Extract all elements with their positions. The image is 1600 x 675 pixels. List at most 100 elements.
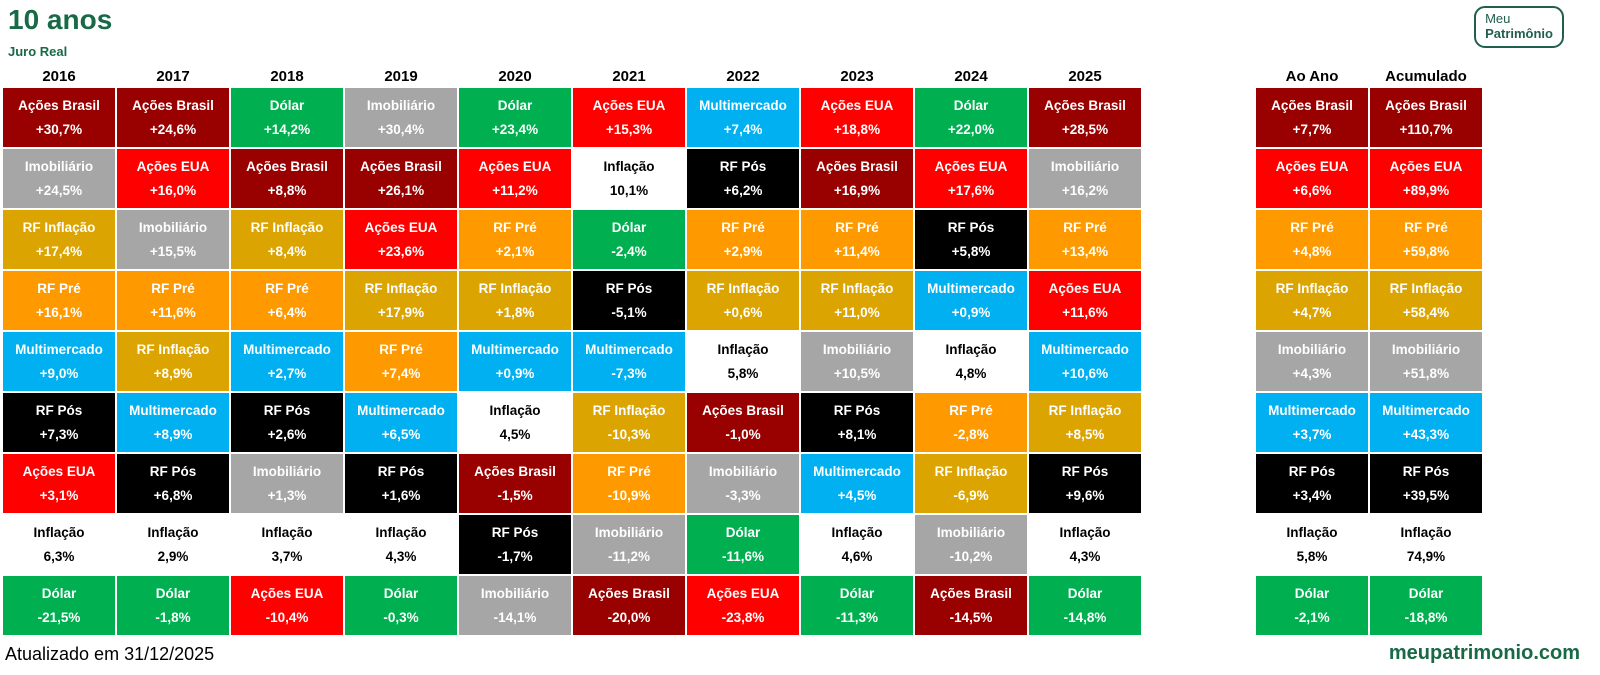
asset-value: +51,8% [1402,365,1450,381]
asset-name: RF Pré [835,219,879,235]
asset-cell: Ações EUA +17,6% [915,149,1027,208]
asset-name: Multimercado [243,341,331,357]
asset-name: RF Pré [265,280,309,296]
asset-name: RF Pós [833,402,881,418]
asset-cell: Ações EUA +15,3% [573,88,685,147]
asset-cell: RF Inflação +8,9% [117,332,229,391]
asset-name: RF Inflação [1389,280,1463,296]
asset-name: Inflação [33,524,85,540]
asset-cell: Multimercado +0,9% [915,271,1027,330]
asset-value: +4,8% [1292,243,1332,259]
asset-cell: RF Pré +6,4% [231,271,343,330]
asset-cell: Ações EUA +6,6% [1256,149,1368,208]
asset-name: Inflação [831,524,883,540]
column-header: 2018 [270,67,304,85]
asset-name: Inflação [147,524,199,540]
asset-name: RF Pré [1063,219,1107,235]
asset-value: +16,0% [149,182,197,198]
asset-value: 6,3% [43,548,75,564]
asset-value: +17,4% [35,243,83,259]
asset-value: +8,9% [153,426,193,442]
asset-name: Multimercado [927,280,1015,296]
asset-value: +13,4% [1061,243,1109,259]
column-header: Ao Ano [1285,67,1339,85]
asset-value: +16,1% [35,304,83,320]
asset-cell: Inflação 2,9% [117,515,229,574]
asset-name: RF Pré [37,280,81,296]
column-2022: 2022 Multimercado +7,4% RF Pós +6,2% RF Pré +2… [687,66,799,637]
asset-value: -2,4% [611,243,647,259]
asset-cell: Dólar -11,3% [801,576,913,635]
asset-cell: RF Pré +16,1% [3,271,115,330]
asset-value: +43,3% [1402,426,1450,442]
column-2025: 2025 Ações Brasil +28,5% Imobiliário +16,2% R… [1029,66,1141,637]
asset-value: +10,6% [1061,365,1109,381]
meu-patrimonio-logo: Meu Patrimônio [1474,6,1564,48]
asset-name: Multimercado [15,341,103,357]
asset-value: +59,8% [1402,243,1450,259]
asset-cell: Ações Brasil +16,9% [801,149,913,208]
asset-cell: Ações Brasil +110,7% [1370,88,1482,147]
asset-value: +6,8% [153,487,193,503]
asset-cell: Dólar -18,8% [1370,576,1482,635]
asset-cell: RF Inflação +1,8% [459,271,571,330]
asset-value: -3,3% [725,487,761,503]
asset-name: Ações EUA [478,158,552,174]
asset-cell: Inflação 5,8% [687,332,799,391]
asset-name: Ações EUA [1389,158,1463,174]
asset-name: Dólar [383,585,419,601]
asset-cell: RF Inflação +0,6% [687,271,799,330]
asset-name: Multimercado [129,402,217,418]
asset-cell: RF Pré +11,4% [801,210,913,269]
asset-name: RF Inflação [706,280,780,296]
asset-value: +17,9% [377,304,425,320]
asset-cell: Ações Brasil +26,1% [345,149,457,208]
asset-cell: RF Pré -2,8% [915,393,1027,452]
asset-value: +0,6% [723,304,763,320]
asset-cell: RF Pós -5,1% [573,271,685,330]
asset-value: +7,3% [39,426,79,442]
asset-cell: RF Inflação +8,5% [1029,393,1141,452]
asset-value: +6,5% [381,426,421,442]
asset-cell: Multimercado +2,7% [231,332,343,391]
asset-value: +18,8% [833,121,881,137]
page-title: 10 anos [8,4,113,35]
asset-cell: Dólar -1,8% [117,576,229,635]
asset-cell: Multimercado +6,5% [345,393,457,452]
asset-name: RF Inflação [478,280,552,296]
asset-name: Ações Brasil [246,158,328,174]
asset-value: +10,5% [833,365,881,381]
asset-cell: RF Pós +5,8% [915,210,1027,269]
asset-name: Ações EUA [22,463,96,479]
column-2023: 2023 Ações EUA +18,8% Ações Brasil +16,9% RF … [801,66,913,637]
asset-name: RF Pós [605,280,653,296]
asset-name: RF Pré [151,280,195,296]
asset-cell: Multimercado +4,5% [801,454,913,513]
asset-value: +5,8% [951,243,991,259]
asset-value: +4,3% [1292,365,1332,381]
asset-cell: RF Pós -1,7% [459,515,571,574]
website-text: meupatrimonio.com [1388,642,1580,664]
asset-value: 5,8% [1296,548,1328,564]
asset-name: Ações EUA [934,158,1008,174]
asset-cell: RF Pré +13,4% [1029,210,1141,269]
asset-cell: RF Pós +8,1% [801,393,913,452]
asset-value: -2,1% [1294,609,1330,625]
updated-date-text: Atualizado em 31/12/2025 [5,644,215,664]
asset-name: RF Pós [1061,463,1109,479]
asset-value: +11,6% [1062,304,1108,320]
asset-name: Ações EUA [364,219,438,235]
asset-value: +8,4% [267,243,307,259]
asset-name: RF Pós [263,402,311,418]
asset-cell: Dólar -14,8% [1029,576,1141,635]
asset-cell: Ações Brasil +30,7% [3,88,115,147]
asset-value: +7,7% [1292,121,1332,137]
asset-name: Ações Brasil [18,97,100,113]
column-2021: 2021 Ações EUA +15,3% Inflação 10,1% Dólar -2,… [573,66,685,637]
asset-cell: RF Pós +39,5% [1370,454,1482,513]
asset-name: Ações EUA [592,97,666,113]
asset-name: RF Pós [377,463,425,479]
asset-name: Imobiliário [366,97,436,113]
asset-value: 74,9% [1406,548,1446,564]
asset-name: Inflação [945,341,997,357]
